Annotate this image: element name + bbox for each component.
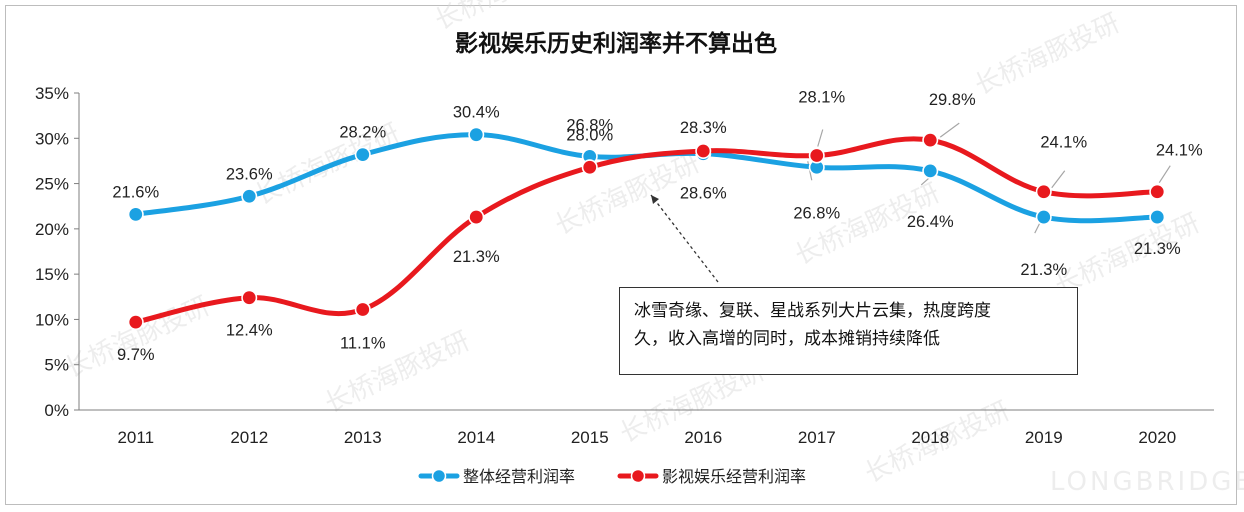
x-tick-label: 2012	[230, 428, 268, 447]
data-label: 26.8%	[566, 116, 613, 134]
data-label: 28.1%	[798, 88, 845, 106]
y-tick-label: 5%	[44, 356, 69, 375]
legend-marker	[630, 468, 646, 484]
label-leader-line	[817, 129, 824, 147]
data-label: 29.8%	[929, 91, 976, 109]
watermark-brand: LONGBRIDGE	[1050, 467, 1244, 497]
legend-label: 整体经营利润率	[463, 467, 575, 486]
data-point	[1035, 183, 1052, 200]
x-tick-label: 2011	[117, 428, 154, 447]
x-tick-label: 2015	[571, 428, 609, 447]
y-tick-label: 30%	[35, 129, 69, 148]
data-point	[354, 146, 371, 163]
y-tick-label: 15%	[35, 265, 69, 284]
data-point	[127, 314, 144, 331]
chart-title: 影视娱乐历史利润率并不算出色	[455, 30, 777, 57]
data-point	[241, 188, 258, 205]
data-label: 26.8%	[793, 204, 840, 222]
y-tick-label: 10%	[35, 310, 69, 329]
data-point	[1149, 209, 1166, 226]
y-tick-label: 25%	[35, 175, 69, 194]
x-tick-label: 2020	[1138, 428, 1176, 447]
annotation-box: 冰雪奇缘、复联、星战系列大片云集，热度跨度 久，收入高增的同时，成本摊销持续降低	[619, 287, 1078, 375]
data-point	[1149, 183, 1166, 200]
x-tick-label: 2018	[911, 428, 949, 447]
x-tick-label: 2016	[684, 428, 722, 447]
data-point	[695, 142, 712, 159]
series-line	[133, 136, 1160, 325]
label-leader-line	[1051, 170, 1066, 189]
data-label: 21.3%	[1134, 240, 1181, 258]
label-leader-line	[939, 122, 960, 138]
data-point	[808, 147, 825, 164]
data-point	[581, 159, 598, 176]
axes: 0% 5% 10% 15% 20% 25% 30% 35% 2011 2012 2013 2014 20…	[35, 84, 1214, 447]
data-label: 28.3%	[680, 119, 727, 137]
data-label-layer: 21.6% 23.6% 28.2% 30.4% 28.0% 28.6% 26.8% 26.4%…	[112, 88, 1203, 364]
data-point	[241, 289, 258, 306]
data-label: 28.6%	[680, 185, 727, 203]
annotation-arrow	[650, 194, 719, 283]
legend: 整体经营利润率 影视娱乐经营利润率	[418, 467, 806, 486]
annotation-line-2: 久，收入高增的同时，成本摊销持续降低	[634, 329, 940, 349]
annotation-arrowhead	[651, 195, 659, 204]
label-leader-line	[1158, 165, 1171, 184]
data-label: 28.0%	[566, 126, 613, 144]
data-label: 11.1%	[340, 334, 386, 352]
y-tick-label: 20%	[35, 220, 69, 239]
x-tick-label: 2019	[1025, 428, 1063, 447]
data-label: 24.1%	[1156, 142, 1203, 160]
x-tick-label: 2013	[344, 428, 382, 447]
data-label: 12.4%	[226, 322, 273, 340]
data-label: 24.1%	[1040, 134, 1087, 152]
data-label: 23.6%	[226, 165, 273, 183]
y-tick-label: 0%	[44, 401, 69, 420]
chart-frame	[5, 5, 1237, 505]
data-point	[922, 132, 939, 149]
series-layer	[127, 126, 1166, 331]
data-label: 9.7%	[117, 346, 155, 364]
data-label: 26.4%	[907, 213, 954, 231]
y-tick-label: 35%	[35, 84, 69, 103]
watermark-text: 长桥海豚投研	[970, 8, 1124, 101]
data-point	[922, 162, 939, 179]
x-tick-label: 2017	[798, 428, 836, 447]
data-label: 21.3%	[1020, 261, 1067, 279]
data-label: 30.4%	[453, 104, 500, 122]
series-entertainment-margin	[127, 132, 1166, 331]
label-leader-line	[1034, 222, 1041, 234]
x-tick-label: 2014	[457, 428, 495, 447]
legend-label: 影视娱乐经营利润率	[662, 467, 806, 486]
data-point	[468, 126, 485, 143]
legend-marker	[431, 468, 447, 484]
data-label: 21.6%	[112, 183, 159, 201]
annotation-line-1: 冰雪奇缘、复联、星战系列大片云集，热度跨度	[634, 301, 991, 321]
data-label: 28.2%	[339, 124, 386, 142]
data-label: 21.3%	[453, 248, 500, 266]
data-point	[1035, 209, 1052, 226]
data-point	[354, 301, 371, 318]
data-point	[468, 209, 485, 226]
data-point	[127, 206, 144, 223]
